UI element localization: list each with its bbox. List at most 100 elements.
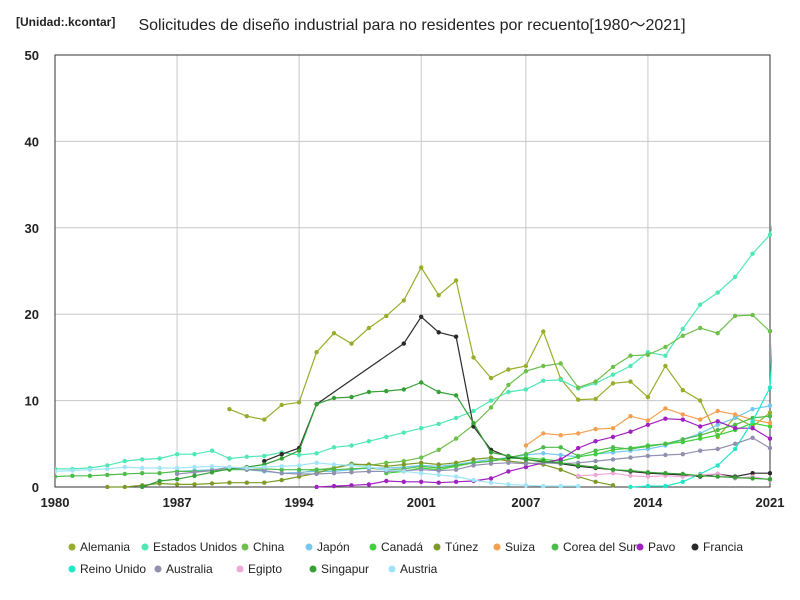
data-point-reino-unido <box>680 479 685 484</box>
data-point-australia <box>628 455 633 460</box>
legend-marker <box>236 565 244 573</box>
data-point-alemania <box>314 350 319 355</box>
data-point-suiza <box>732 412 738 417</box>
data-point-australia <box>471 463 476 468</box>
series-line-alemania <box>229 266 771 438</box>
legend-item-pavo[interactable]: Pavo <box>636 540 676 554</box>
legend-item-estados-unidos[interactable]: Estados Unidos <box>141 540 238 554</box>
data-point-australia <box>192 470 197 475</box>
data-point-singapur <box>680 471 685 477</box>
data-point-pavo <box>715 419 720 424</box>
data-point-alemania <box>384 313 389 319</box>
y-tick-label: 20 <box>25 307 39 322</box>
data-point-alemania <box>506 367 511 372</box>
data-point-pavo <box>645 422 651 427</box>
legend-marker <box>636 543 644 551</box>
data-point-australia <box>262 468 267 473</box>
legend-label: Australia <box>166 562 213 576</box>
data-point-corea-del-sur <box>541 445 546 450</box>
data-point-singapur <box>698 473 703 478</box>
data-point-australia <box>663 452 668 458</box>
data-point-singapur <box>157 478 162 484</box>
data-point-t-nez <box>436 462 441 467</box>
data-point-estados-unidos <box>767 232 772 237</box>
series-line-australia <box>177 437 772 475</box>
legend-item-jap-n[interactable]: Japón <box>305 540 350 554</box>
data-point-alemania <box>471 355 476 360</box>
data-point-estados-unidos <box>262 453 267 459</box>
data-point-estados-unidos <box>227 456 232 461</box>
data-point-francia <box>279 452 284 457</box>
legend-label: Austria <box>400 562 438 576</box>
legend-item-australia[interactable]: Australia <box>154 562 214 576</box>
data-point-austria <box>506 482 511 487</box>
data-point-australia <box>419 467 424 472</box>
data-point-austria <box>174 465 180 471</box>
data-point-corea-del-sur <box>558 445 563 450</box>
data-point-corea-del-sur <box>122 471 128 477</box>
legend-label: Japón <box>317 540 350 554</box>
legend-item-austria[interactable]: Austria <box>388 562 438 576</box>
legend-item-t-nez[interactable]: Túnez <box>433 540 479 554</box>
data-point-china <box>384 460 389 465</box>
data-point-alemania <box>349 341 354 346</box>
data-point-china <box>628 353 633 358</box>
legend-marker <box>309 565 317 573</box>
data-point-austria <box>558 483 563 489</box>
data-point-alemania <box>593 396 598 402</box>
data-point-t-nez <box>471 457 476 462</box>
data-point-corea-del-sur <box>610 445 616 450</box>
data-point-australia <box>680 452 685 457</box>
data-point-china <box>523 369 529 374</box>
legend-item-francia[interactable]: Francia <box>691 540 744 554</box>
data-point-australia <box>523 461 529 466</box>
data-point-estados-unidos <box>209 448 215 453</box>
data-point-estados-unidos <box>732 274 738 280</box>
legend-item-singapur[interactable]: Singapur <box>309 562 370 576</box>
data-point-estados-unidos <box>488 398 494 403</box>
data-point-suiza <box>558 433 563 438</box>
data-point-australia <box>436 468 441 473</box>
data-point-pavo <box>680 417 685 422</box>
legend-label: China <box>253 540 285 554</box>
data-point-suiza <box>593 426 598 432</box>
legend-item-alemania[interactable]: Alemania <box>68 540 131 554</box>
data-point-alemania <box>419 265 424 270</box>
data-point-pavo <box>349 483 354 488</box>
data-point-corea-del-sur <box>296 467 302 472</box>
legend-item-suiza[interactable]: Suiza <box>493 540 536 554</box>
data-point-singapur <box>506 453 511 459</box>
data-point-china <box>680 333 685 338</box>
legend-item-canad-[interactable]: Canadá <box>369 540 424 554</box>
data-point-suiza <box>541 431 546 436</box>
data-point-china <box>698 325 703 331</box>
data-point-singapur <box>366 389 372 395</box>
data-point-estados-unidos <box>384 434 389 440</box>
legend-label: Singapur <box>321 562 369 576</box>
legend: Alemania Estados Unidos China Japón Canadá Tú… <box>68 540 744 576</box>
legend-item-china[interactable]: China <box>241 540 285 554</box>
data-point-canad- <box>767 424 772 429</box>
data-point-estados-unidos <box>436 421 441 427</box>
series-line-reino-unido <box>630 342 772 488</box>
legend-item-reino-unido[interactable]: Reino Unido <box>68 562 147 576</box>
data-point-estados-unidos <box>558 377 563 383</box>
data-point-australia <box>645 453 651 459</box>
legend-item-corea-del-sur[interactable]: Corea del Sur <box>551 540 638 554</box>
data-point-reino-unido <box>628 484 633 489</box>
data-point-pavo <box>401 479 406 484</box>
data-point-china <box>419 455 424 460</box>
data-point-corea-del-sur <box>767 414 772 419</box>
data-point-singapur <box>331 395 337 401</box>
data-point-pavo <box>558 457 563 462</box>
data-point-suiza <box>628 414 633 419</box>
legend-item-egipto[interactable]: Egipto <box>236 562 283 576</box>
data-point-corea-del-sur <box>279 467 284 472</box>
data-point-singapur <box>471 420 476 426</box>
data-point-singapur <box>453 393 459 398</box>
legend-marker <box>68 543 76 551</box>
data-point-austria <box>349 463 354 468</box>
data-point-austria <box>576 483 581 489</box>
y-tick-label: 30 <box>25 221 39 236</box>
x-tick-label: 2014 <box>633 495 663 510</box>
